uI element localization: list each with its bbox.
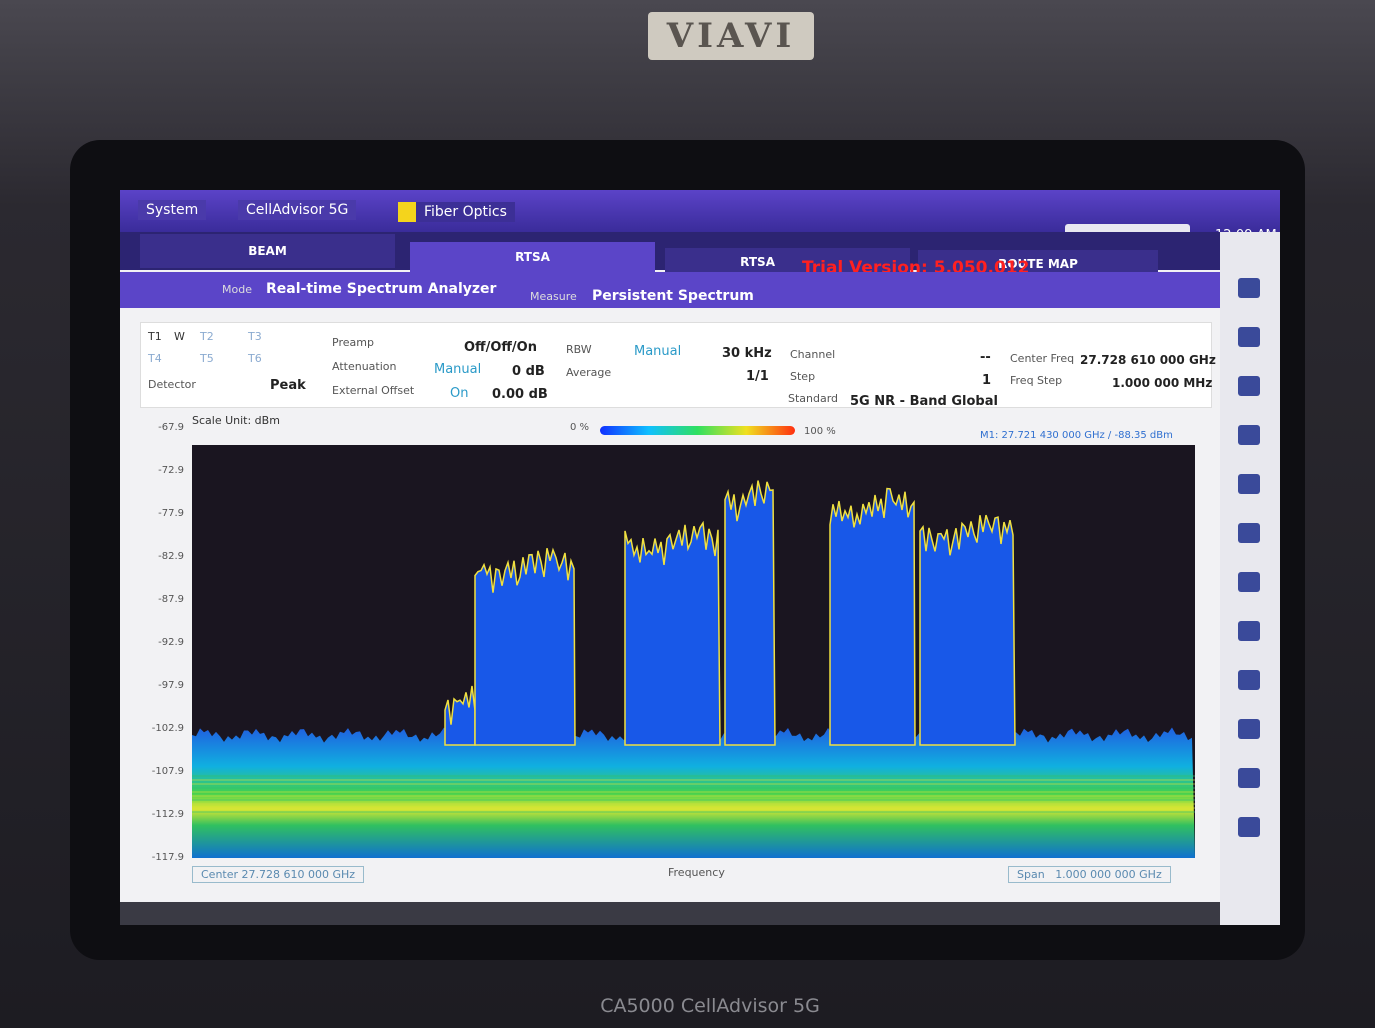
model-label: CA5000 CellAdvisor 5G (560, 995, 860, 1017)
preamp-value: Off/Off/On (464, 340, 537, 355)
tool-button[interactable] (1238, 474, 1260, 494)
tool-button[interactable] (1238, 670, 1260, 690)
rbw-label: RBW (566, 343, 592, 356)
y-label: -107.9 (152, 766, 184, 777)
channel-label: Channel (790, 348, 835, 361)
y-label: -92.9 (158, 637, 184, 648)
trace-band (192, 803, 1195, 805)
external-offset-mode: On (450, 386, 468, 401)
measure-value[interactable]: Persistent Spectrum (592, 288, 754, 304)
tool-button[interactable] (1238, 719, 1260, 739)
center-box: Center 27.728 610 000 GHz (192, 866, 364, 883)
rbw-value: 30 kHz (722, 346, 772, 361)
sub-tab-label: RTSA (740, 255, 775, 269)
y-label: -77.9 (158, 508, 184, 519)
detector-label: Detector (148, 378, 196, 391)
trace-label[interactable]: T1 (148, 330, 162, 343)
sub-tab-rtsa[interactable]: RTSA (410, 242, 655, 272)
y-label: -97.9 (158, 680, 184, 691)
y-label: -72.9 (158, 465, 184, 476)
trace-label[interactable]: T3 (248, 330, 262, 343)
y-label: -112.9 (152, 809, 184, 820)
freq-step-label: Freq Step (1010, 374, 1062, 387)
mode-label: Mode (222, 283, 252, 296)
status-bar (120, 902, 1220, 925)
tool-button[interactable] (1238, 425, 1260, 445)
signal-band (830, 489, 915, 745)
center-freq-label: Center Freq (1010, 352, 1074, 365)
tool-button[interactable] (1238, 621, 1260, 641)
tab-system[interactable]: System (138, 200, 206, 220)
standard-label: Standard (788, 392, 838, 405)
attenuation-mode: Manual (434, 362, 481, 377)
y-label: -117.9 (152, 852, 184, 863)
trace-band (192, 775, 1195, 777)
y-label: -102.9 (152, 723, 184, 734)
tab-fiber-optics[interactable]: Fiber Optics (398, 202, 515, 222)
tool-button[interactable] (1238, 523, 1260, 543)
y-label: -87.9 (158, 594, 184, 605)
span-box: Span 1.000 000 000 GHz (1008, 866, 1171, 883)
brand-logo: VIAVI (648, 12, 814, 60)
x-axis-label: Frequency (668, 866, 725, 879)
trace-band (192, 791, 1195, 793)
persist-min: 0 % (570, 422, 589, 433)
tool-button[interactable] (1238, 327, 1260, 347)
trace-band (192, 783, 1195, 785)
marker-readout: M1: 27.721 430 000 GHz / -88.35 dBm (980, 430, 1173, 441)
tool-button[interactable] (1238, 278, 1260, 298)
signal-band (920, 515, 1015, 745)
persistence-colorbar (600, 426, 795, 435)
trace-band (192, 779, 1195, 781)
external-offset-label: External Offset (332, 384, 414, 397)
tool-button[interactable] (1238, 376, 1260, 396)
tool-button[interactable] (1238, 817, 1260, 837)
signal-band (725, 481, 775, 745)
scale-unit: Scale Unit: dBm (192, 414, 280, 427)
trace-band (192, 787, 1195, 789)
measure-label: Measure (530, 290, 577, 303)
persist-max: 100 % (804, 426, 836, 437)
freq-step-value: 1.000 000 MHz (1112, 376, 1212, 390)
trace-band (192, 795, 1195, 797)
screen: System CellAdvisor 5G Fiber Optics 12:09… (120, 190, 1280, 925)
spectrum-plot (192, 445, 1195, 858)
signal-band (625, 523, 720, 745)
preamp-label: Preamp (332, 336, 374, 349)
y-label: -67.9 (158, 422, 184, 433)
y-label: -82.9 (158, 551, 184, 562)
tool-button[interactable] (1238, 768, 1260, 788)
average-value: 1/1 (746, 369, 769, 384)
trace-band (192, 811, 1195, 813)
mode-value[interactable]: Real-time Spectrum Analyzer (266, 281, 496, 297)
settings-panel (140, 322, 1212, 408)
channel-value: -- (980, 350, 991, 365)
step-label: Step (790, 370, 815, 383)
trace-band (192, 799, 1195, 801)
attenuation-value: 0 dB (512, 364, 545, 379)
trace-label[interactable]: W (174, 330, 185, 343)
external-offset-value: 0.00 dB (492, 387, 548, 402)
trace-label[interactable]: T5 (200, 352, 214, 365)
device-photo: VIAVI System CellAdvisor 5G Fiber Optics… (0, 0, 1375, 1028)
rbw-mode: Manual (634, 344, 681, 359)
trace-band (192, 807, 1195, 809)
step-value: 1 (982, 373, 991, 388)
signal-band (475, 548, 575, 745)
trace-label[interactable]: T4 (148, 352, 162, 365)
standard-value: 5G NR - Band Global (850, 394, 998, 409)
trace-label[interactable]: T2 (200, 330, 214, 343)
average-label: Average (566, 366, 611, 379)
center-freq-value: 27.728 610 000 GHz (1080, 353, 1216, 367)
tool-button[interactable] (1238, 572, 1260, 592)
attenuation-label: Attenuation (332, 360, 396, 373)
span-value: 1.000 000 000 GHz (1055, 868, 1162, 881)
trace-label[interactable]: T6 (248, 352, 262, 365)
tab-celladvisor[interactable]: CellAdvisor 5G (238, 200, 356, 220)
sub-tab-beam[interactable]: BEAM (140, 234, 395, 268)
detector-value: Peak (270, 378, 306, 393)
span-label: Span (1017, 868, 1045, 881)
